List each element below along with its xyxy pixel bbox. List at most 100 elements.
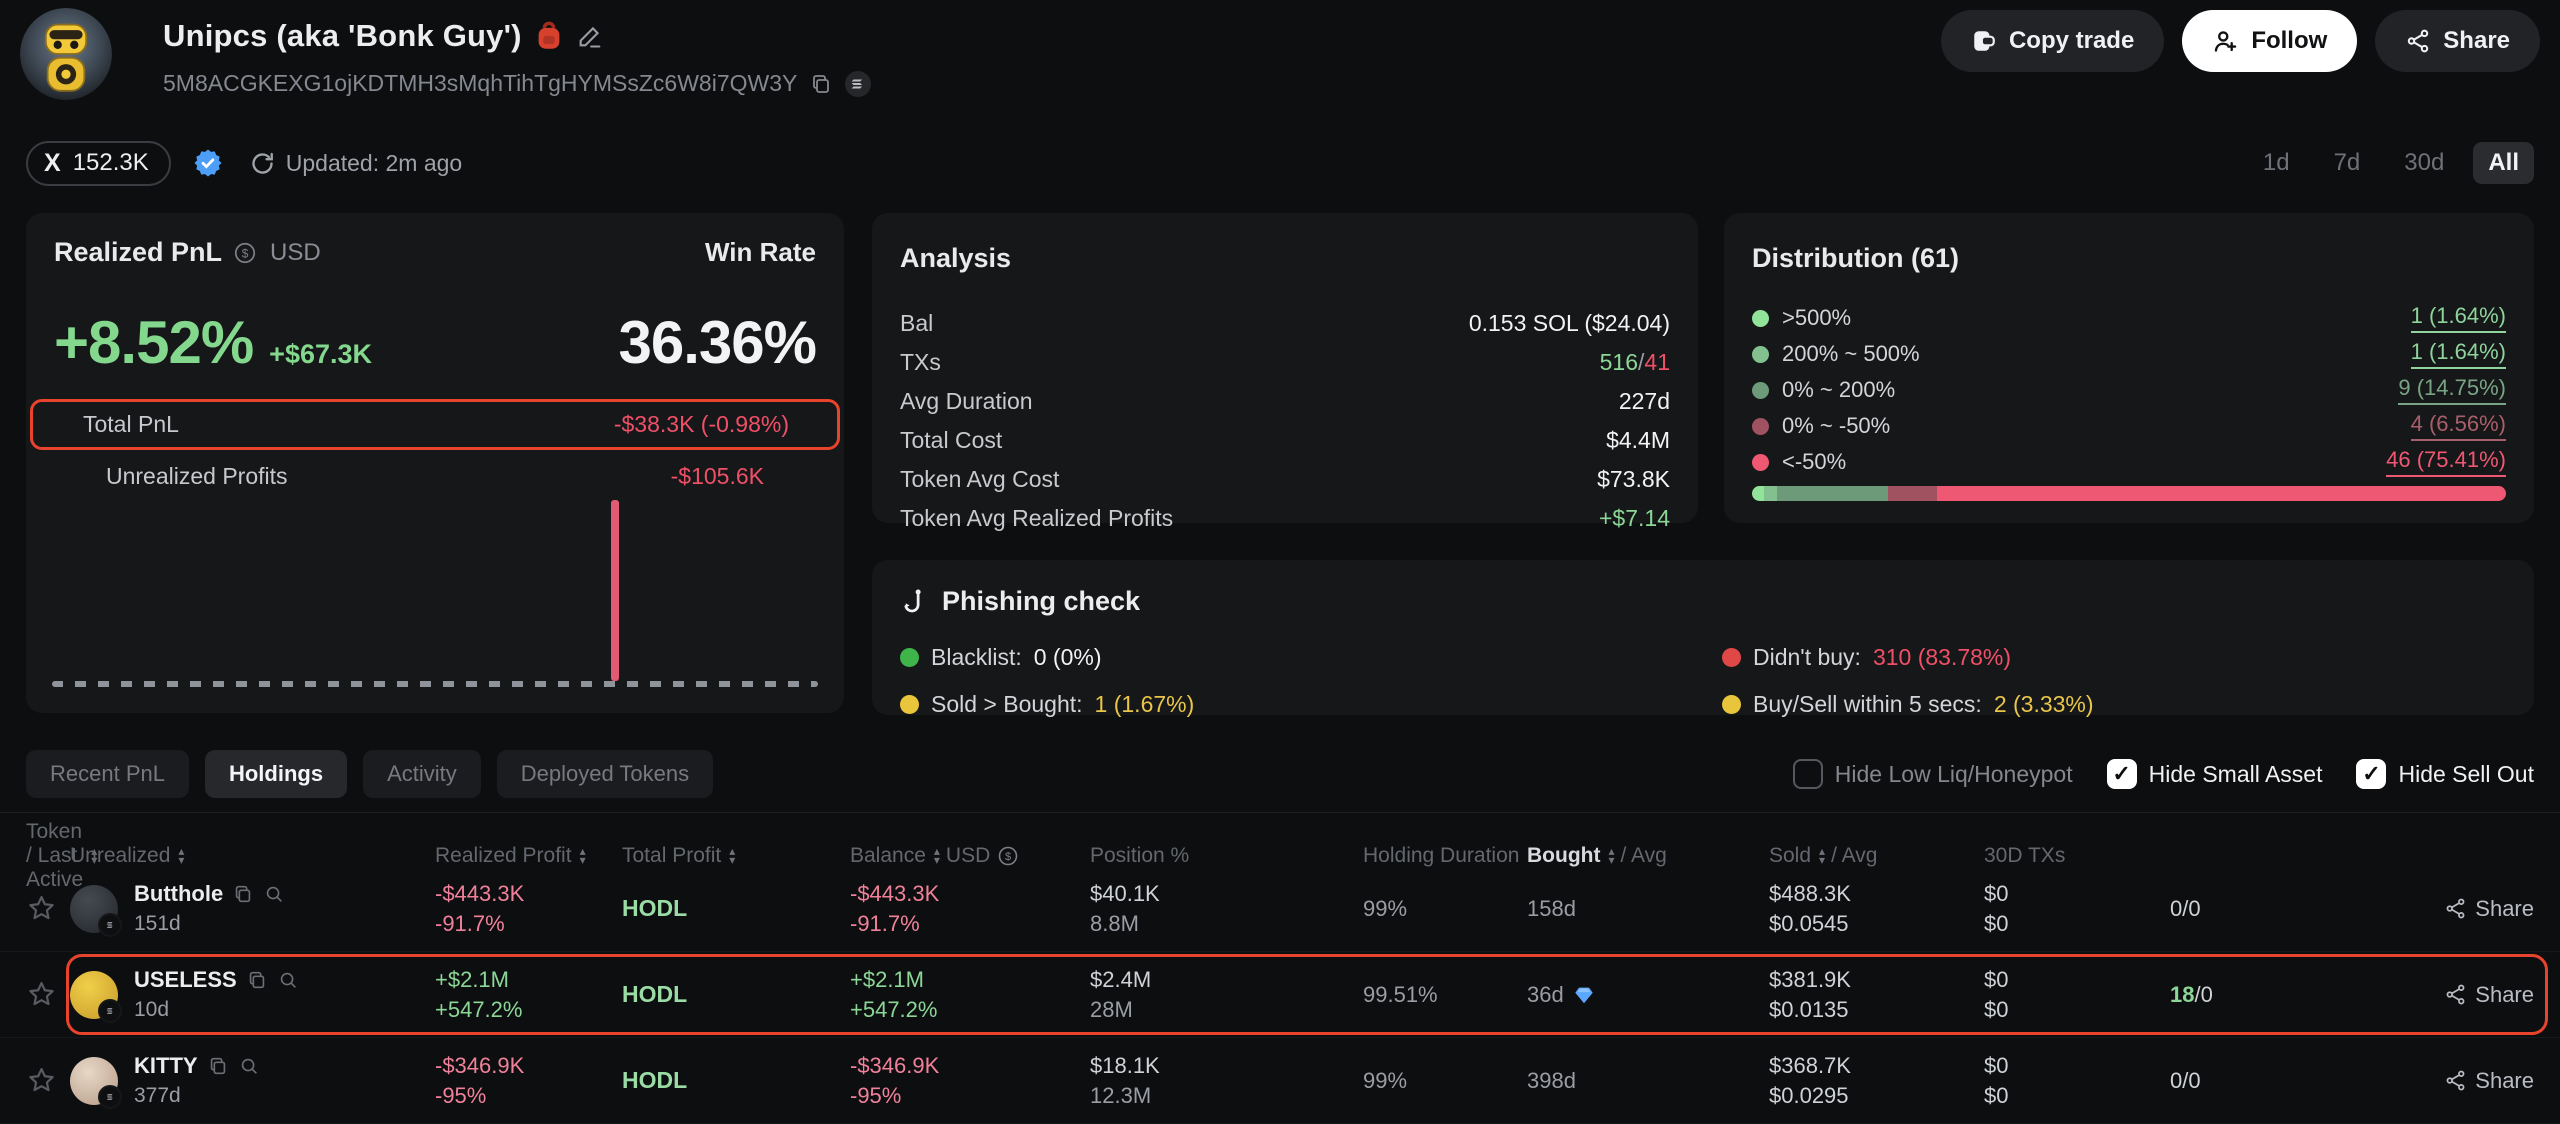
copy-icon[interactable] — [207, 1055, 229, 1077]
token-last-active: 10d — [134, 998, 170, 1021]
row-share-button[interactable]: Share — [2444, 1068, 2534, 1094]
token-cell[interactable]: Butthole 151d — [70, 881, 435, 937]
checkbox-icon[interactable] — [1792, 759, 1823, 789]
usd-icon[interactable]: $ — [996, 844, 1020, 868]
solana-badge-icon — [106, 921, 113, 928]
row-share-button[interactable]: Share — [2444, 896, 2534, 922]
star-icon[interactable] — [26, 893, 57, 924]
backpack-icon — [536, 21, 562, 51]
panel-title: Realized PnL — [54, 237, 223, 267]
copy-icon[interactable] — [232, 883, 254, 905]
token-cell[interactable]: USELESS 10d — [70, 967, 435, 1023]
follow-button[interactable]: Follow — [2182, 10, 2358, 72]
column-header-token-last-active[interactable]: Token / Last Active ▴ ▾ — [26, 820, 98, 891]
tab-holdings[interactable]: Holdings — [204, 750, 348, 798]
distribution-row: 200% ~ 500% 1 (1.64%) — [1752, 336, 2506, 372]
holdings-table-body: Butthole 151d -$443.3K -91.7% HODL -$443.… — [0, 866, 2560, 1124]
position-cell: 99.51% — [1363, 981, 1438, 1007]
table-row-kitty[interactable]: KITTY 377d -$346.9K -95% HODL -$346.9K -95… — [0, 1038, 2560, 1124]
win-rate-label: Win Rate — [705, 237, 816, 267]
column-header-realized-profit[interactable]: Realized Profit ▴ ▾ — [435, 844, 586, 867]
total-pnl-value: -$38.3K (-0.98%) — [613, 411, 789, 437]
copy-trade-icon — [1971, 28, 1997, 54]
star-icon[interactable] — [26, 979, 57, 1010]
updated-timestamp: Updated: 2m ago — [285, 149, 463, 176]
total-pnl-label: Total PnL — [83, 411, 179, 437]
tab-group: Recent PnL Holdings Activity Deployed Token… — [26, 750, 714, 798]
search-icon[interactable] — [277, 969, 299, 991]
sort-icon[interactable]: ▴ ▾ — [91, 844, 98, 867]
usd-toggle-icon[interactable]: $ — [232, 240, 258, 266]
table-row-butthole[interactable]: Butthole 151d -$443.3K -91.7% HODL -$443.… — [0, 866, 2560, 952]
column-header-balance[interactable]: Balance ▴ ▾ USD $ — [850, 844, 1090, 868]
analysis-row: Token Avg Cost $73.8K — [900, 460, 1670, 499]
bucket-value[interactable]: 46 (75.41%) — [2386, 447, 2506, 477]
x-logo-icon: X — [44, 148, 61, 177]
bucket-value[interactable]: 4 (6.56%) — [2410, 411, 2506, 441]
favorite-star[interactable] — [26, 1065, 70, 1096]
column-header-bought[interactable]: Bought ▴ ▾ / Avg — [1527, 844, 1667, 867]
profile-avatar — [20, 8, 112, 100]
token-name[interactable]: USELESS — [134, 967, 237, 992]
checkbox-icon[interactable]: ✓ — [2356, 759, 2387, 789]
token-name[interactable]: Butthole — [134, 881, 224, 906]
solana-badge-icon — [106, 1007, 113, 1014]
filter-hide-small-asset[interactable]: ✓ Hide Small Asset — [2106, 759, 2322, 789]
sort-icon[interactable]: ▴ ▾ — [1608, 844, 1615, 867]
tabs-row: Recent PnL Holdings Activity Deployed Token… — [26, 750, 2534, 798]
analysis-label: Bal — [900, 310, 934, 336]
wallet-address[interactable]: 5M8ACGKEXG1ojKDTMH3sMqhTihTgHYMSsZc6W8i7… — [163, 70, 798, 96]
star-icon[interactable] — [26, 1065, 57, 1096]
table-row-useless[interactable]: USELESS 10d +$2.1M +547.2% HODL +$2.1M +54… — [0, 952, 2560, 1038]
edit-name-icon[interactable] — [576, 22, 604, 50]
balance-cell: $2.4M 28M — [1090, 966, 1152, 1022]
distribution-panel: Distribution (61) >500% 1 (1.64%) 200% ~… — [1724, 213, 2534, 523]
analysis-value: 0.153 SOL ($24.04) — [1468, 310, 1670, 336]
analysis-row: Bal 0.153 SOL ($24.04) — [900, 304, 1670, 343]
tab-deployed-tokens[interactable]: Deployed Tokens — [496, 750, 714, 798]
copy-trade-button[interactable]: Copy trade — [1940, 10, 2165, 72]
tab-recent-pnl[interactable]: Recent PnL — [26, 750, 189, 798]
panel-title: Analysis — [900, 243, 1012, 273]
favorite-star[interactable] — [26, 893, 70, 924]
token-cell[interactable]: KITTY 377d — [70, 1053, 435, 1109]
filter-hide-low-liq-honeypot[interactable]: Hide Low Liq/Honeypot — [1792, 759, 2073, 789]
filter-hide-sell-out[interactable]: ✓ Hide Sell Out — [2356, 759, 2534, 789]
time-filter-30d[interactable]: 30d — [2404, 149, 2445, 176]
copy-address-icon[interactable] — [809, 72, 833, 96]
distribution-bar-segment — [1776, 486, 1888, 501]
sort-icon[interactable]: ▴ ▾ — [933, 844, 940, 867]
favorite-star[interactable] — [26, 979, 70, 1010]
token-avatar — [70, 884, 122, 937]
search-icon[interactable] — [238, 1055, 260, 1077]
time-filter-all[interactable]: All — [2473, 142, 2534, 184]
panel-title: Distribution (61) — [1752, 243, 1959, 273]
x-followers-badge[interactable]: X 152.3K — [26, 140, 171, 186]
sort-icon[interactable]: ▴ ▾ — [579, 844, 586, 867]
row-share-button[interactable]: Share — [2444, 982, 2534, 1008]
share-button[interactable]: Share — [2375, 10, 2540, 72]
column-header-total-profit[interactable]: Total Profit ▴ ▾ — [622, 844, 736, 867]
refresh-icon[interactable] — [249, 150, 276, 177]
token-name[interactable]: KITTY — [134, 1053, 198, 1078]
bucket-value[interactable]: 1 (1.64%) — [2410, 339, 2506, 369]
search-icon[interactable] — [263, 883, 285, 905]
win-rate-value: 36.36% — [618, 309, 817, 376]
column-header-unrealized[interactable]: Unrealized ▴ ▾ — [70, 844, 185, 867]
copy-icon[interactable] — [246, 969, 268, 991]
tab-activity[interactable]: Activity — [363, 750, 481, 798]
sort-icon[interactable]: ▴ ▾ — [1819, 844, 1826, 867]
column-header-sold[interactable]: Sold ▴ ▾ / Avg — [1769, 844, 1878, 867]
bucket-value[interactable]: 1 (1.64%) — [2410, 303, 2506, 333]
sort-icon[interactable]: ▴ ▾ — [178, 844, 185, 867]
sort-icon[interactable]: ▴ ▾ — [729, 844, 736, 867]
realized-profit-cell: HODL — [622, 1067, 688, 1093]
status-dot-icon — [900, 648, 919, 667]
checkbox-icon[interactable]: ✓ — [2106, 759, 2137, 789]
wallet-name: Unipcs (aka 'Bonk Guy') — [163, 18, 522, 53]
bucket-value[interactable]: 9 (14.75%) — [2398, 375, 2506, 405]
phishing-check-panel: Phishing check Blacklist: 0 (0%) Sold > … — [872, 560, 2534, 717]
time-filter-7d[interactable]: 7d — [2333, 149, 2361, 176]
time-filter-1d[interactable]: 1d — [2262, 149, 2290, 176]
share-label: Share — [2443, 27, 2510, 54]
